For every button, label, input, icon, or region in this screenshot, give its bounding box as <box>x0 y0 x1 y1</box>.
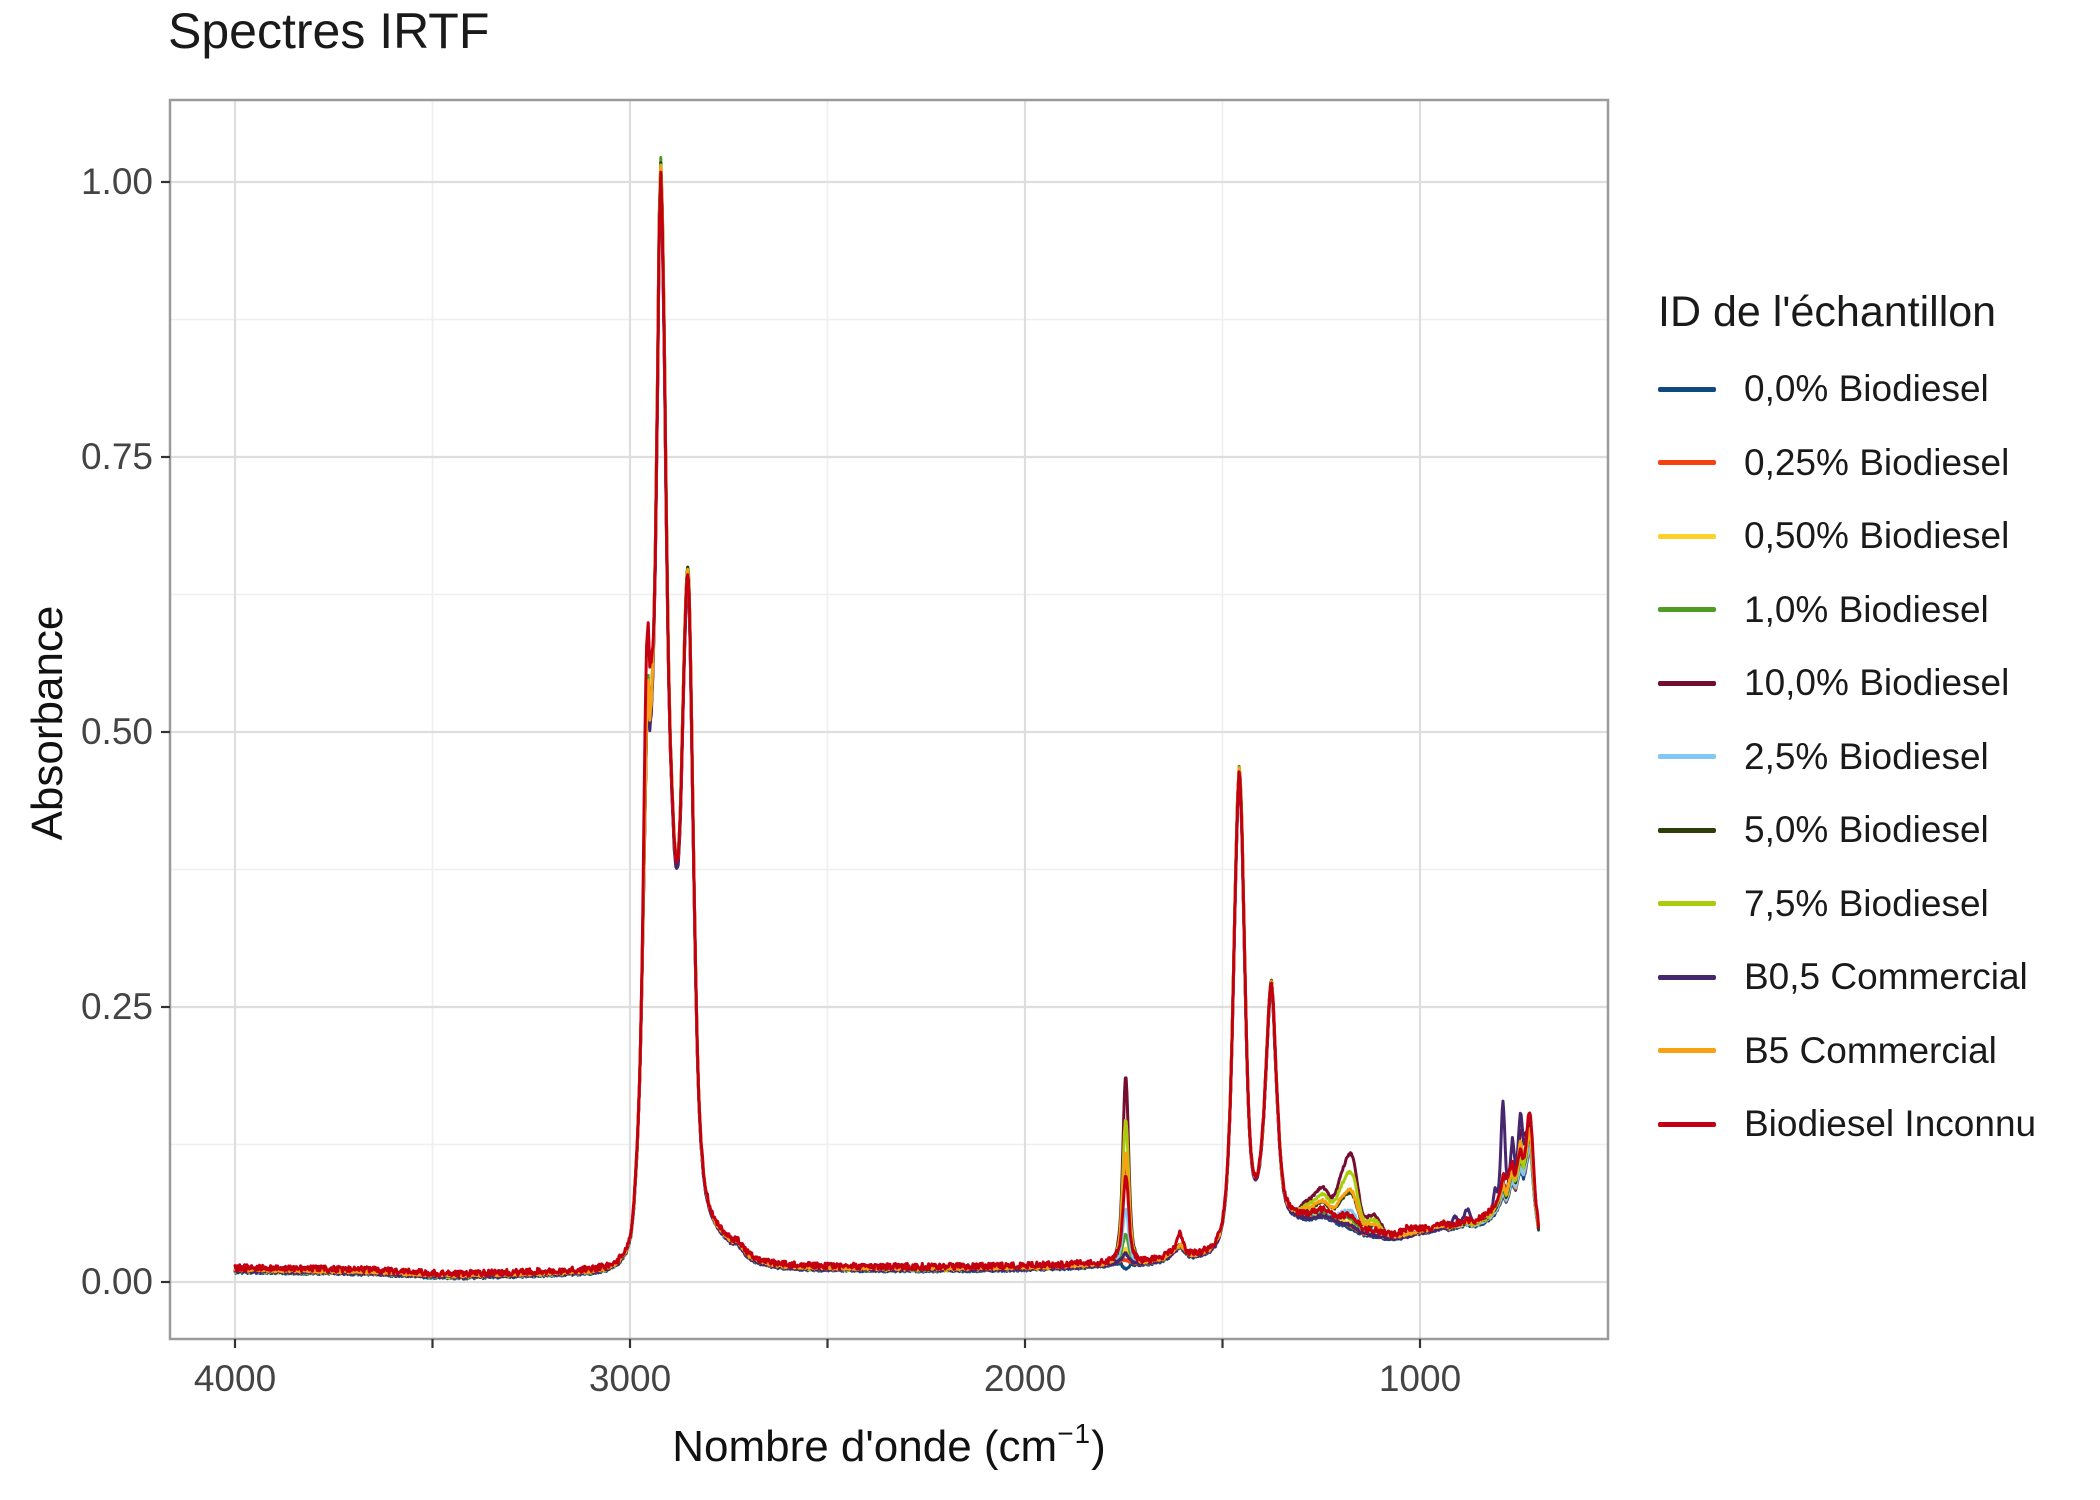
axis-tick-marks <box>161 180 1422 1348</box>
series-line <box>233 169 1540 1280</box>
series-line <box>233 170 1540 1280</box>
legend-key-line <box>1658 386 1716 392</box>
legend-item-label: B0,5 Commercial <box>1744 956 2028 997</box>
plot-title: Spectres IRTF <box>168 3 490 59</box>
legend-item-label: B5 Commercial <box>1744 1029 1997 1071</box>
legend-item: 0,25% Biodiesel <box>1658 442 2009 484</box>
legend-key-line <box>1658 901 1716 906</box>
legend-item-label: 0,50% Biodiesel <box>1744 515 2010 556</box>
legend-item-label: 0,25% Biodiesel <box>1744 441 2010 483</box>
legend-key-line <box>1658 754 1716 759</box>
legend-key-line <box>1658 460 1716 465</box>
legend-item: 10,0% Biodiesel <box>1658 662 2009 704</box>
legend-item: 7,5% Biodiesel <box>1658 883 1989 925</box>
legend-item: B0,5 Commercial <box>1658 956 2028 998</box>
legend-item: 5,0% Biodiesel <box>1658 809 1989 851</box>
series-line <box>233 165 1540 1280</box>
x-tick-label: 4000 <box>193 1358 277 1399</box>
x-axis-title: Nombre d'onde (cm−1) <box>489 1418 1289 1472</box>
series-line <box>233 156 1540 1280</box>
legend-item-label: 7,5% Biodiesel <box>1744 882 1989 924</box>
series-line <box>233 178 1540 1279</box>
legend-key-line <box>1658 974 1716 980</box>
y-tick-label: 0.75 <box>80 436 153 477</box>
x-axis-title-exponent: −1 <box>1057 1418 1092 1449</box>
series-line <box>233 163 1540 1280</box>
x-axis-title-close: ) <box>1091 1422 1106 1471</box>
y-tick-label: 0.25 <box>80 986 153 1027</box>
series-line <box>233 164 1540 1279</box>
legend-item: 0,50% Biodiesel <box>1658 515 2009 557</box>
legend-key-line <box>1658 1121 1716 1127</box>
legend-key-line <box>1658 680 1716 686</box>
y-tick-label: 0.50 <box>80 711 153 752</box>
x-axis-title-text: Nombre d'onde (cm <box>672 1422 1058 1471</box>
legend-item: Biodiesel Inconnu <box>1658 1103 2036 1145</box>
legend-item: 1,0% Biodiesel <box>1658 589 1989 631</box>
spectra-lines <box>233 156 1540 1281</box>
grid-major-lines <box>170 100 1608 1339</box>
legend-item: B5 Commercial <box>1658 1030 1997 1072</box>
legend-key-line <box>1658 827 1716 833</box>
legend-item-label: 1,0% Biodiesel <box>1744 588 1989 630</box>
legend-item-label: Biodiesel Inconnu <box>1744 1103 2037 1144</box>
legend-item: 0,0% Biodiesel <box>1658 368 1989 410</box>
x-tick-label: 3000 <box>588 1358 672 1399</box>
series-line <box>233 170 1540 1278</box>
legend-item-label: 5,0% Biodiesel <box>1744 809 1989 850</box>
y-tick-label: 1.00 <box>80 161 153 202</box>
panel-border <box>168 98 1610 1341</box>
legend-key-line <box>1658 533 1716 539</box>
grid-minor-lines <box>170 100 1608 1339</box>
x-tick-label: 2000 <box>983 1358 1067 1399</box>
legend-key-line <box>1658 607 1716 612</box>
legend-item: 2,5% Biodiesel <box>1658 736 1989 778</box>
legend-item-label: 10,0% Biodiesel <box>1744 662 2010 703</box>
series-line <box>233 161 1540 1280</box>
legend-title: ID de l'échantillon <box>1658 288 1997 336</box>
x-tick-label: 1000 <box>1378 1358 1462 1399</box>
y-tick-label: 0.00 <box>80 1261 153 1302</box>
series-line <box>233 172 1540 1281</box>
legend-key-line <box>1658 1048 1716 1053</box>
legend-item-label: 2,5% Biodiesel <box>1744 735 1989 777</box>
legend-item-label: 0,0% Biodiesel <box>1744 368 1989 409</box>
